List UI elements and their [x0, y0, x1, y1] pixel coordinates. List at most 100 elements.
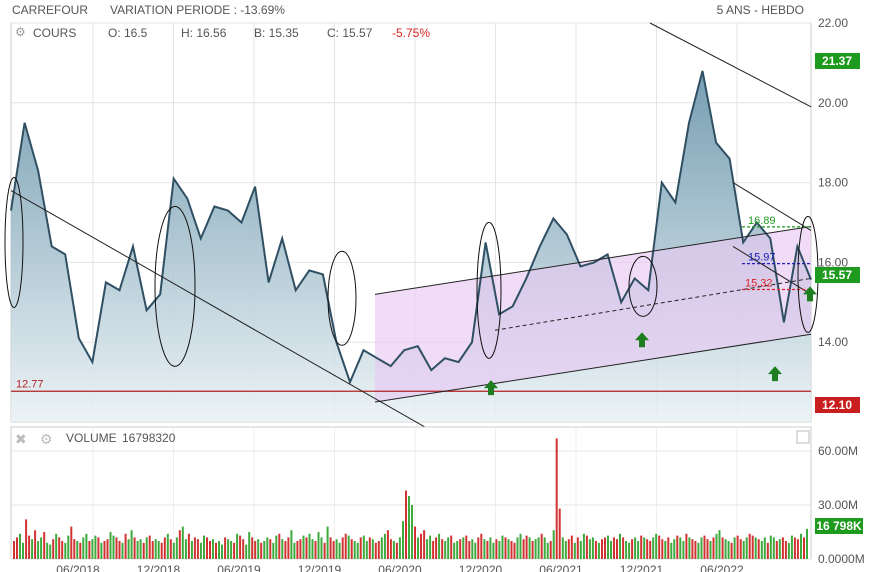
- volume-bar: [531, 541, 534, 559]
- volume-bar: [438, 533, 441, 559]
- volume-bar: [462, 537, 465, 559]
- x-tick-label: 12/2021: [620, 563, 664, 572]
- volume-bar: [166, 533, 169, 559]
- volume-bar: [588, 539, 591, 559]
- volume-bar: [597, 542, 600, 559]
- volume-bar: [778, 539, 781, 559]
- volume-bar: [184, 539, 187, 559]
- volume-bar: [730, 542, 733, 559]
- volume-bar: [480, 533, 483, 559]
- volume-bar: [272, 542, 275, 559]
- x-axis: 06/2018 12/2018 06/2019 12/2019 06/2020 12/20…: [56, 563, 744, 572]
- volume-bar: [610, 541, 612, 559]
- volume-bar: [555, 438, 558, 559]
- x-tick-label: 12/2019: [298, 563, 342, 572]
- volume-bar: [537, 537, 540, 559]
- volume-bar: [640, 535, 643, 559]
- volume-bar: [444, 541, 447, 559]
- volume-bar: [43, 532, 46, 559]
- volume-bar: [302, 535, 305, 559]
- volume-bar: [543, 537, 546, 559]
- volume-label: VOLUME: [66, 431, 117, 445]
- volume-bar: [353, 541, 356, 559]
- volume-bar: [112, 535, 115, 559]
- close-icon[interactable]: ✖: [15, 431, 27, 447]
- volume-bar: [383, 533, 386, 559]
- x-tick-label: 06/2021: [539, 563, 583, 572]
- volume-bar: [573, 542, 576, 559]
- volume-bar: [281, 539, 284, 559]
- volume-bar: [607, 535, 609, 559]
- volume-bar: [420, 533, 422, 559]
- last-badge: [815, 267, 860, 283]
- up-arrow-icon: [803, 286, 817, 302]
- expand-checkbox[interactable]: [796, 430, 810, 444]
- volume-bar: [495, 539, 498, 559]
- volume-bar: [561, 537, 564, 559]
- price-legend: ⚙ COURS O: 16.5 H: 16.56 B: 15.35 C: 15.…: [15, 25, 430, 40]
- volume-bar: [582, 533, 585, 559]
- volume-bar: [474, 542, 477, 559]
- volume-bar: [751, 535, 754, 559]
- volume-bar: [64, 542, 67, 559]
- ticker-title: CARREFOUR: [12, 3, 88, 17]
- volume-bar: [492, 542, 495, 559]
- volume-bar: [67, 535, 70, 559]
- volume-bar: [266, 537, 269, 559]
- x-tick-label: 06/2018: [56, 563, 100, 572]
- volume-bar: [389, 539, 392, 559]
- volume-bar: [790, 535, 793, 559]
- support-label: 12.77: [16, 378, 44, 390]
- volume-bar: [700, 537, 703, 559]
- volume-value: 16798320: [122, 431, 176, 445]
- volume-bar: [688, 537, 691, 559]
- volume-bar: [380, 537, 383, 559]
- period-label[interactable]: 5 ANS - HEBDO: [717, 3, 804, 17]
- volume-tick-label: 0.0000M: [818, 552, 865, 566]
- volume-bar: [145, 537, 148, 559]
- volume-bar: [763, 537, 766, 559]
- gear-icon[interactable]: ⚙: [40, 431, 53, 447]
- volume-bar: [242, 539, 245, 559]
- volume-bar: [796, 539, 799, 559]
- highlight-ellipse: [327, 250, 357, 346]
- gear-icon[interactable]: ⚙: [15, 25, 26, 39]
- volume-bar: [576, 537, 579, 559]
- volume-bar: [766, 542, 769, 559]
- volume-bar: [347, 535, 350, 559]
- volume-bar: [757, 539, 760, 559]
- volume-bar: [534, 539, 537, 559]
- volume-bar: [115, 537, 118, 559]
- volume-bar: [278, 533, 281, 559]
- volume-bar: [772, 537, 775, 559]
- volume-bar: [628, 542, 631, 559]
- volume-bar: [94, 535, 97, 559]
- volume-bar: [82, 537, 85, 559]
- volume-bar: [299, 539, 302, 559]
- volume-bar: [224, 537, 227, 559]
- volume-bar: [193, 537, 196, 559]
- low-value: B: 15.35: [254, 26, 299, 40]
- up-arrow-icon: [484, 380, 498, 396]
- price-tick-label: 22.00: [818, 16, 848, 30]
- volume-bar: [447, 537, 450, 559]
- volume-bar: [212, 539, 214, 559]
- volume-bar: [206, 537, 208, 559]
- volume-bar: [100, 542, 103, 559]
- price-tick-label: 20.00: [818, 96, 848, 110]
- volume-bar: [408, 496, 410, 559]
- change-value: -5.75%: [392, 26, 430, 40]
- volume-bar: [417, 537, 419, 559]
- volume-bar: [130, 530, 133, 559]
- x-tick-label: 06/2019: [217, 563, 261, 572]
- volume-bar: [356, 542, 359, 559]
- volume-bar: [362, 535, 365, 559]
- volume-bar: [712, 537, 715, 559]
- volume-bar: [498, 541, 501, 559]
- volume-bar: [46, 542, 49, 559]
- volume-bar: [76, 541, 79, 559]
- volume-bar: [528, 537, 531, 559]
- volume-bar: [784, 541, 787, 559]
- volume-bar: [806, 528, 808, 559]
- volume-bar: [760, 541, 763, 559]
